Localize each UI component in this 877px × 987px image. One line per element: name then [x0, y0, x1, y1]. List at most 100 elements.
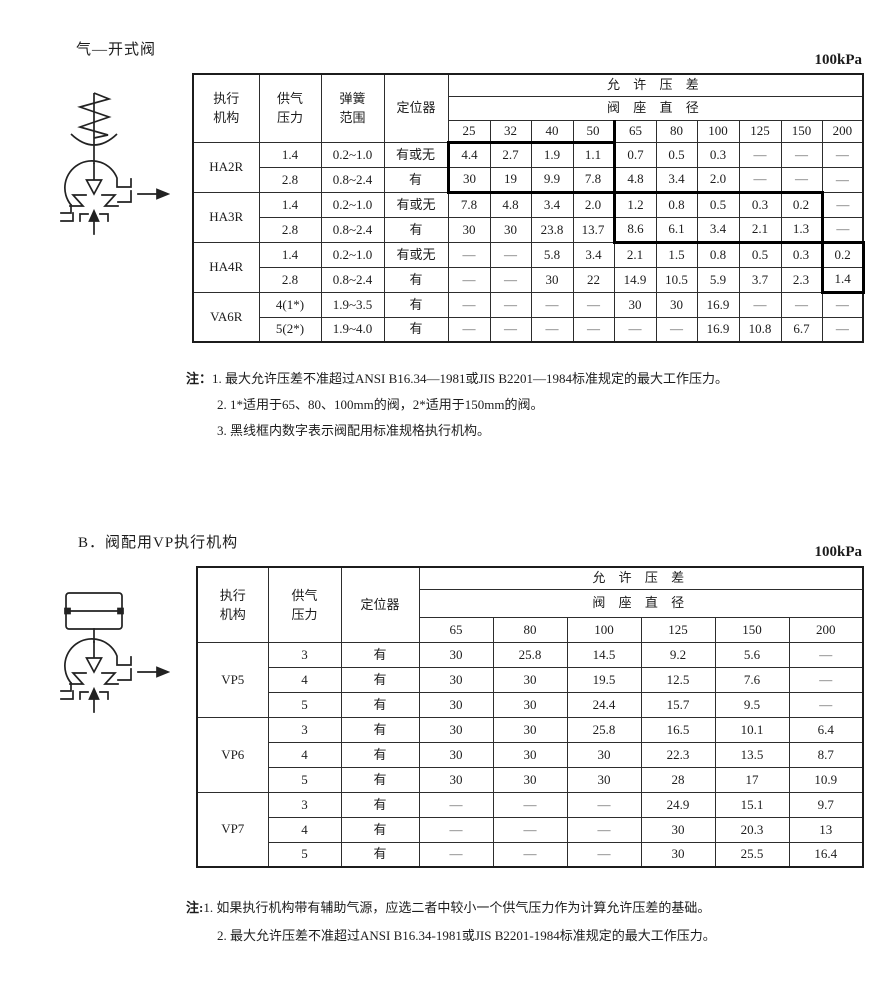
actuator-name: VP6	[196, 716, 269, 793]
dp-cell: 14.9	[613, 266, 657, 293]
dp-cell: —	[613, 316, 657, 343]
header-diameter: 65	[418, 616, 494, 643]
dp-cell: 3.4	[572, 241, 615, 268]
supply-cell: 5	[267, 841, 342, 868]
dp-cell: 2.1	[613, 241, 657, 268]
dp-cell: 16.4	[788, 841, 864, 868]
table-a-notes: 注：1. 最大允许压差不准超过ANSI B16.34—1981或JIS B220…	[186, 366, 728, 444]
spring-diaphragm-actuator-icon	[70, 92, 118, 164]
positioner-cell: 有	[340, 691, 420, 718]
dp-cell: —	[447, 241, 491, 268]
dp-cell: 3.4	[530, 191, 574, 218]
dp-cell: 14.5	[566, 641, 642, 668]
supply-cell: 4(1*)	[258, 291, 322, 318]
dp-cell: 0.8	[655, 190, 698, 218]
note-item: 1. 最大允许压差不准超过ANSI B16.34—1981或JIS B2201—…	[212, 371, 729, 386]
dp-cell: 30	[446, 166, 491, 194]
dp-cell: —	[418, 816, 494, 843]
dp-cell: 5.8	[530, 241, 574, 268]
note-line: 注:1. 如果执行机构带有辅助气源，应选二者中较小一个供气压力作为计算允许压差的…	[186, 894, 716, 922]
dp-cell: 30	[418, 766, 494, 793]
dp-cell: 8.6	[612, 216, 657, 244]
dp-cell: 1.4	[820, 266, 865, 294]
dp-cell: 0.2	[820, 240, 865, 268]
dp-cell: —	[447, 266, 491, 293]
header-diameter: 125	[738, 119, 782, 143]
dp-cell: 6.4	[788, 716, 864, 743]
dp-cell: 0.3	[696, 141, 740, 168]
dp-cell: 8.7	[788, 741, 864, 768]
dp-cell: —	[566, 816, 642, 843]
dp-cell: 30	[492, 666, 568, 693]
dp-cell: 15.1	[714, 791, 790, 818]
note-item: 3. 黑线框内数字表示阀配用标准规格执行机构。	[217, 423, 491, 438]
supply-cell: 3	[267, 791, 342, 818]
dp-cell: —	[489, 316, 532, 343]
supply-cell: 2.8	[258, 266, 322, 293]
dp-cell: 30	[418, 716, 494, 743]
dp-cell: 2.3	[780, 266, 823, 293]
dp-cell: 0.5	[696, 190, 740, 218]
dp-cell: 20.3	[714, 816, 790, 843]
spring-cell: 0.2~1.0	[320, 241, 385, 268]
note-item: 1. 如果执行机构带有辅助气源，应选二者中较小一个供气压力作为计算允许压差的基础…	[203, 900, 711, 915]
dp-cell: —	[447, 316, 491, 343]
notes-label: 注:	[186, 900, 204, 915]
dp-cell: 7.8	[572, 166, 616, 194]
dp-cell: 30	[530, 266, 574, 293]
positioner-cell: 有	[340, 766, 420, 793]
dp-cell: —	[738, 166, 782, 193]
supply-cell: 5	[267, 691, 342, 718]
dp-cell: —	[489, 266, 532, 293]
positioner-cell: 有	[340, 841, 420, 868]
header-diameter: 125	[640, 616, 716, 643]
dp-cell: 13.7	[572, 216, 615, 243]
dp-cell: 0.2	[780, 190, 824, 218]
supply-cell: 3	[267, 716, 342, 743]
header-diameter: 65	[612, 119, 657, 143]
dp-cell: 23.8	[530, 216, 574, 243]
header-diameter: 25	[447, 119, 491, 143]
dp-cell: 2.1	[738, 216, 782, 244]
dp-cell: 30	[655, 291, 698, 318]
dp-cell: 16.9	[696, 291, 740, 318]
actuator-name: HA3R	[192, 191, 260, 243]
actuator-name: HA4R	[192, 241, 260, 293]
header-diameter: 200	[821, 119, 864, 143]
dp-cell: 30	[418, 691, 494, 718]
supply-cell: 1.4	[258, 191, 322, 218]
notes-label: 注：	[186, 371, 213, 386]
header-diameter: 150	[780, 119, 823, 143]
note-item: 2. 1*适用于65、80、100mm的阀，2*适用于150mm的阀。	[217, 397, 544, 412]
dp-cell: 30	[418, 741, 494, 768]
dp-cell: 1.5	[655, 241, 698, 268]
dp-cell: 4.4	[446, 140, 491, 168]
dp-cell: 19.5	[566, 666, 642, 693]
dp-cell: —	[821, 216, 864, 243]
piston-actuator-icon	[64, 592, 124, 643]
dp-cell: —	[821, 166, 864, 193]
positioner-cell: 有	[340, 791, 420, 818]
header-diameter: 32	[489, 119, 532, 143]
spring-cell: 0.2~1.0	[320, 141, 385, 168]
dp-cell: 3.4	[696, 216, 740, 244]
dp-cell: 30	[613, 291, 657, 318]
actuator-name: HA2R	[192, 141, 260, 193]
header-diameter: 100	[696, 119, 740, 143]
header-supply-pressure: 供气 压力	[258, 73, 322, 143]
dp-cell: 1.9	[530, 140, 574, 168]
dp-cell: 30	[492, 766, 568, 793]
dp-cell: —	[780, 141, 823, 168]
dp-cell: —	[788, 691, 864, 718]
supply-cell: 1.4	[258, 241, 322, 268]
dp-cell: 0.8	[696, 241, 740, 268]
dp-cell: —	[821, 291, 864, 318]
dp-cell: —	[447, 291, 491, 318]
dp-cell: 10.1	[714, 716, 790, 743]
supply-cell: 3	[267, 641, 342, 668]
actuator-name: VP7	[196, 791, 269, 868]
dp-cell: 6.1	[655, 216, 698, 244]
dp-cell: 9.7	[788, 791, 864, 818]
positioner-cell: 有	[340, 716, 420, 743]
header-diameter: 150	[714, 616, 790, 643]
